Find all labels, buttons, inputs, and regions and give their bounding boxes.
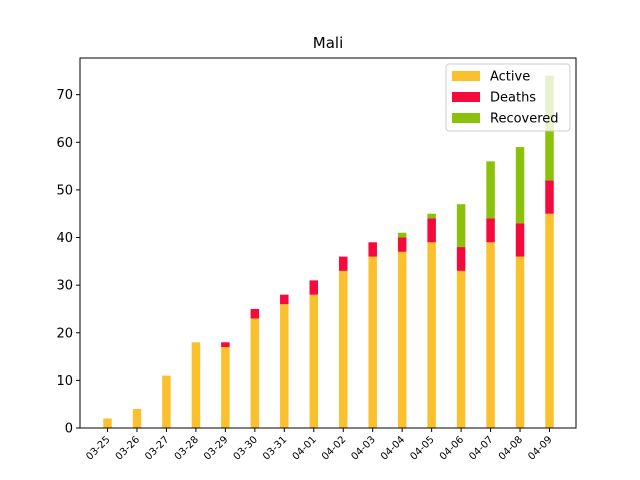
bar-active-04-06 [456, 270, 466, 428]
legend-label-recovered: Recovered [490, 112, 559, 127]
bar-active-04-09 [545, 213, 554, 428]
bar-deaths-04-04 [397, 237, 407, 252]
bar-active-04-01 [309, 294, 319, 428]
bar-recovered-04-04 [397, 232, 407, 238]
legend-swatch-active [452, 71, 480, 81]
bar-deaths-04-08 [515, 223, 525, 257]
bars-layer [103, 75, 554, 428]
y-tick-label: 30 [56, 279, 73, 294]
bar-active-03-27 [162, 375, 171, 428]
y-tick-label: 50 [56, 183, 73, 198]
bar-deaths-03-30 [250, 308, 260, 319]
bar-deaths-04-01 [309, 280, 319, 295]
bar-recovered-04-06 [456, 204, 466, 248]
y-tick-label: 10 [56, 374, 73, 389]
bar-active-03-25 [103, 418, 112, 428]
legend-label-deaths: Deaths [490, 91, 536, 106]
bar-active-03-28 [191, 342, 201, 428]
plot-frame [79, 57, 577, 429]
legend-label-active: Active [490, 70, 530, 85]
bar-deaths-04-07 [486, 218, 495, 243]
bar-deaths-04-02 [338, 256, 348, 271]
bar-deaths-04-05 [427, 218, 436, 243]
bar-active-03-31 [280, 304, 289, 428]
y-tick-label: 40 [56, 231, 73, 246]
y-tick-label: 20 [56, 326, 73, 341]
bar-recovered-04-05 [427, 213, 436, 219]
y-tick-label: 0 [65, 422, 73, 437]
legend: Active Deaths Recovered [445, 63, 571, 132]
bar-recovered-04-07 [486, 161, 495, 219]
bar-active-04-08 [515, 256, 525, 428]
bar-active-03-26 [132, 408, 142, 428]
bar-active-03-30 [250, 318, 260, 428]
bar-active-04-03 [368, 256, 377, 428]
legend-swatch-recovered [452, 113, 480, 123]
bar-active-04-04 [397, 251, 407, 428]
y-axis: 0 10 20 30 40 50 60 70 [56, 88, 80, 437]
y-tick-label: 70 [56, 88, 73, 103]
chart-title: Mali [313, 34, 343, 52]
bar-deaths-04-06 [456, 247, 466, 271]
y-tick-label: 60 [56, 136, 73, 151]
bar-active-03-29 [221, 347, 230, 428]
bar-active-04-05 [427, 242, 436, 428]
bar-active-04-07 [486, 242, 495, 428]
bar-deaths-03-31 [280, 294, 289, 305]
bar-active-04-02 [338, 270, 348, 428]
bar-deaths-03-29 [221, 342, 230, 348]
bar-recovered-04-08 [515, 147, 525, 224]
bar-deaths-04-03 [368, 242, 377, 257]
bar-deaths-04-09 [545, 180, 554, 214]
legend-swatch-deaths [452, 92, 480, 102]
